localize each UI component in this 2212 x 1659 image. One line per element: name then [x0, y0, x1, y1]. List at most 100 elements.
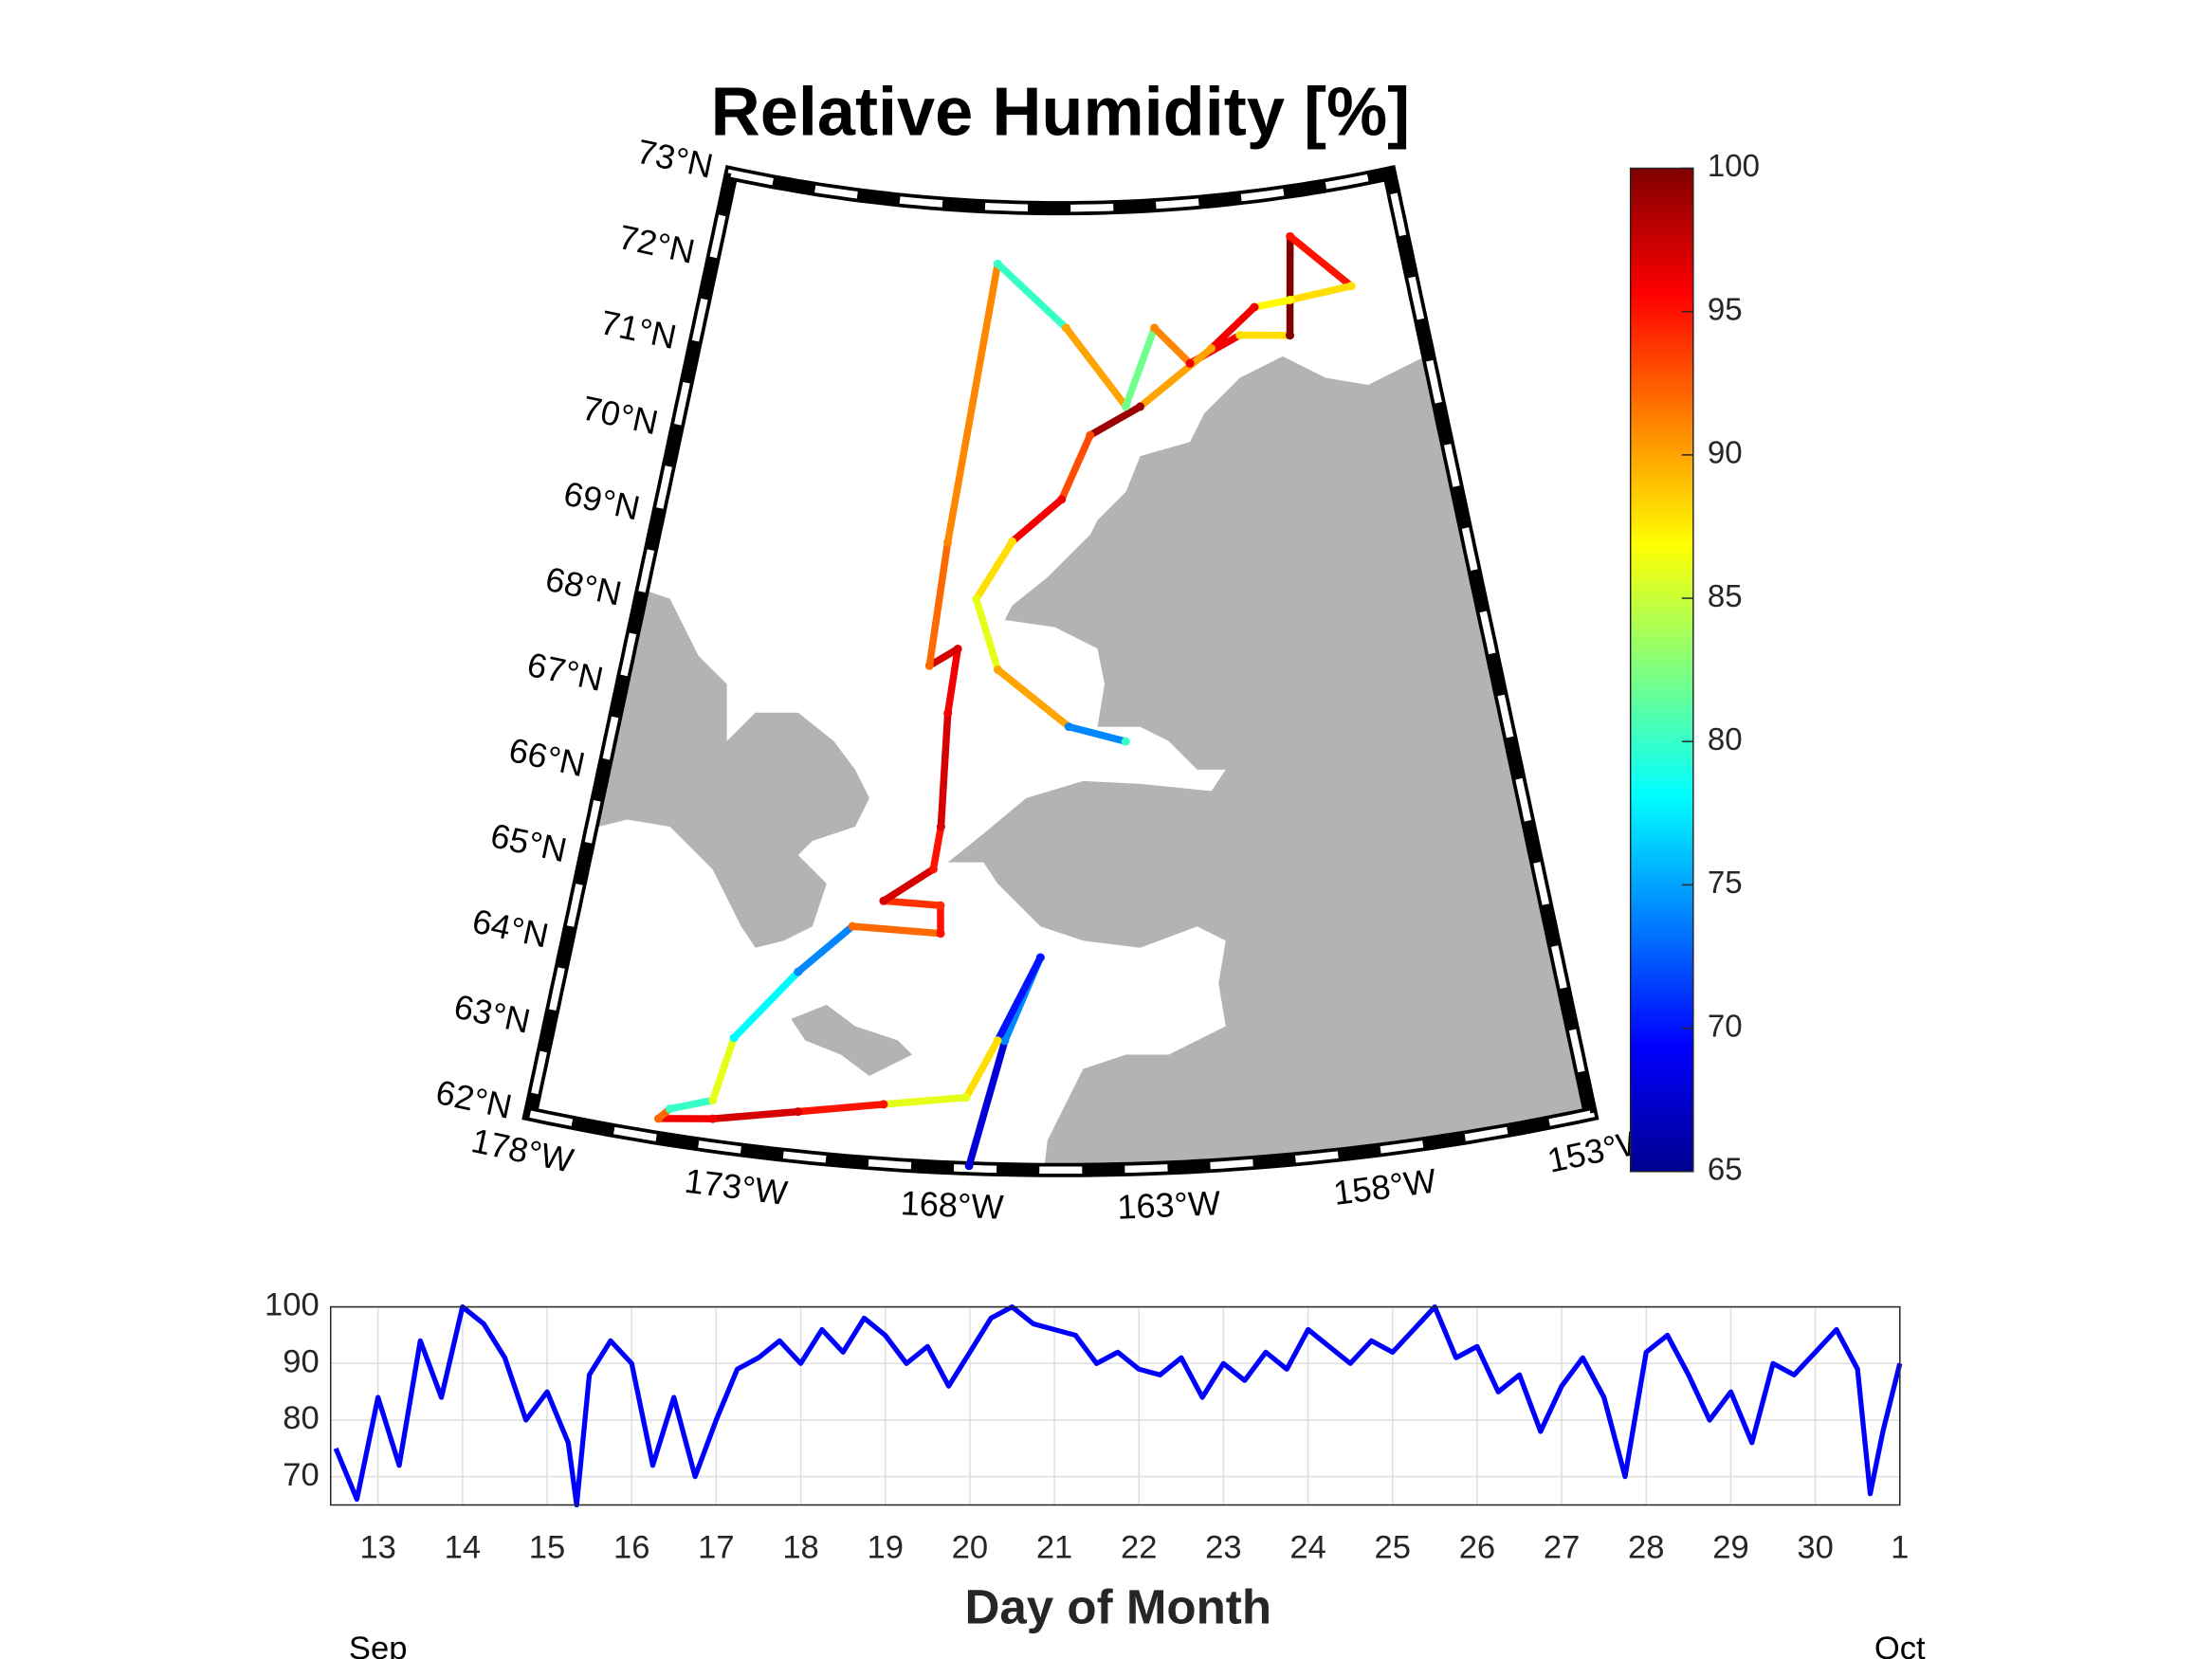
x-tick-label: 19	[867, 1529, 903, 1565]
track-point	[1064, 722, 1073, 732]
track-segment	[925, 538, 952, 669]
x-tick-label: 30	[1797, 1529, 1833, 1565]
lon-label: 168°W	[900, 1183, 1004, 1227]
track-point	[1035, 953, 1045, 962]
track-segment	[1122, 324, 1159, 410]
track-point	[928, 865, 938, 874]
colorbar-label: 90	[1708, 436, 1743, 471]
track-segment	[849, 922, 944, 938]
track-point	[879, 1100, 888, 1109]
colorbar-label: 75	[1708, 866, 1743, 901]
track-point	[993, 259, 1002, 268]
track-segment	[943, 260, 1002, 546]
track-segment	[972, 595, 1002, 674]
track-segment	[1136, 344, 1216, 410]
track-point	[1286, 231, 1295, 241]
colorbar-label: 65	[1708, 1153, 1743, 1188]
track-point	[1286, 331, 1295, 340]
track-point	[708, 1114, 718, 1123]
lat-label: 70°N	[578, 388, 661, 442]
track-segment	[666, 1096, 717, 1113]
track-segment	[943, 645, 961, 718]
track-segment	[794, 1101, 887, 1116]
track-point	[1136, 402, 1145, 411]
track-segment	[1057, 431, 1094, 503]
colorbar-label: 100	[1708, 149, 1760, 184]
track-point	[848, 921, 857, 931]
x-tick-label: 29	[1712, 1529, 1748, 1565]
track-point	[1061, 323, 1070, 333]
track-point	[961, 1093, 971, 1103]
colorbar-label: 80	[1708, 722, 1743, 757]
track-segment	[925, 645, 961, 669]
track-point	[953, 645, 962, 654]
ship-track	[653, 231, 1356, 1171]
track-segment	[1150, 324, 1194, 368]
track-segment	[962, 1037, 1001, 1102]
track-point	[1121, 402, 1130, 411]
track-segment	[1065, 722, 1130, 745]
track-segment	[994, 954, 1045, 1045]
lon-label: 158°W	[1331, 1161, 1438, 1212]
track-point	[1250, 302, 1259, 312]
lat-label: 65°N	[487, 815, 570, 869]
lat-label: 68°N	[542, 559, 625, 613]
lat-label: 69°N	[560, 474, 643, 528]
track-point	[993, 1036, 1002, 1046]
x-tick-label: 15	[529, 1529, 565, 1565]
track-point	[924, 661, 934, 670]
track-segment	[1286, 282, 1355, 304]
lat-label: 66°N	[505, 730, 588, 784]
axes-box	[329, 1305, 1901, 1506]
lat-label: 67°N	[524, 645, 607, 699]
track-segment	[880, 1093, 970, 1108]
x-tick-label: 18	[782, 1529, 818, 1565]
x-tick-label: 20	[952, 1529, 988, 1565]
x-tick-label: 22	[1121, 1529, 1157, 1565]
track-point	[943, 708, 953, 718]
colorbar-label: 85	[1708, 579, 1743, 614]
lon-label: 173°W	[683, 1161, 790, 1212]
track-segment	[1087, 403, 1144, 439]
lat-label: 62°N	[432, 1072, 515, 1126]
lat-label: 63°N	[450, 987, 533, 1041]
track-point	[943, 538, 953, 547]
lat-label: 72°N	[615, 217, 698, 271]
track-segment	[1207, 303, 1258, 353]
track-point	[936, 822, 945, 831]
lat-label: 71°N	[597, 302, 680, 356]
month-label: Sep	[349, 1631, 408, 1659]
track-point	[653, 1114, 663, 1123]
colorbar-label: 95	[1708, 292, 1743, 327]
track-segment	[965, 1037, 1009, 1170]
track-segment	[795, 922, 856, 975]
month-label: Oct	[1874, 1631, 1926, 1659]
track-point	[1207, 344, 1216, 354]
track-segment	[994, 665, 1073, 731]
track-point	[1150, 323, 1160, 333]
track-segment	[709, 1107, 802, 1122]
colorbar-label: 70	[1708, 1009, 1743, 1044]
chart-title: Relative Humidity [%]	[711, 74, 1411, 150]
track-point	[1121, 737, 1130, 746]
time-series: 13 14 15 16 17 18 19 20 21 22 23 24 25 26 27 28 29 30 1 70 8…	[265, 1287, 1926, 1659]
track-point	[1086, 430, 1095, 440]
lat-label: 73°N	[633, 132, 716, 186]
track-point	[994, 665, 1003, 675]
x-tick-label: 1	[1891, 1529, 1909, 1565]
x-tick-label: 26	[1459, 1529, 1495, 1565]
track-point	[964, 1161, 974, 1171]
x-tick-label: 24	[1289, 1529, 1325, 1565]
track-point	[729, 1033, 739, 1043]
track-point	[972, 594, 981, 604]
track-segment	[994, 260, 1070, 332]
track-point	[936, 901, 945, 910]
track-segment	[880, 897, 944, 909]
track-segment	[709, 1034, 738, 1104]
x-tick-label: 21	[1036, 1529, 1072, 1565]
x-tick-label: 28	[1628, 1529, 1664, 1565]
track-segment	[1286, 232, 1355, 290]
track-point	[879, 896, 888, 905]
x-tick-label: 27	[1544, 1529, 1580, 1565]
